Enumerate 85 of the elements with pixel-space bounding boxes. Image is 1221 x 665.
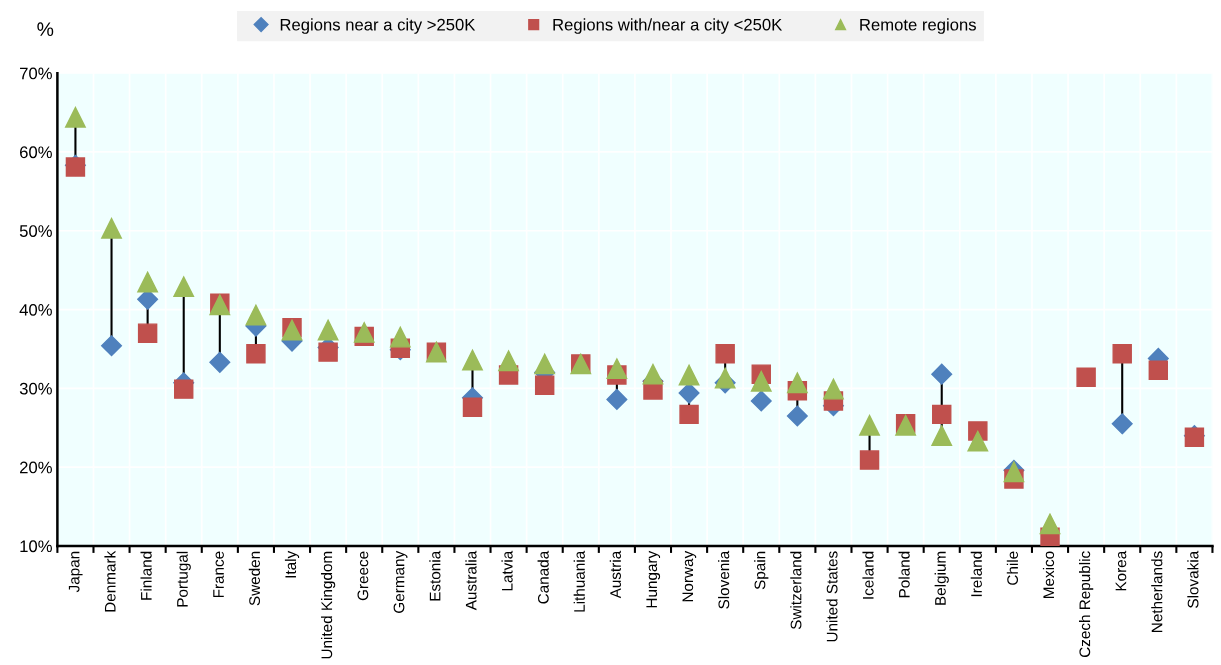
point — [246, 343, 266, 364]
point — [679, 404, 699, 425]
y-tick-label: 50% — [19, 225, 52, 237]
point — [859, 414, 880, 436]
x-tick-label: Ireland — [970, 551, 982, 597]
y-tick-label: 60% — [20, 146, 52, 159]
x-tick-label: Latvia — [501, 550, 513, 591]
x-tick-label: Estonia — [429, 550, 441, 601]
x-tick-label: Italy — [284, 550, 300, 578]
x-tick-label: Denmark — [104, 550, 116, 612]
point — [173, 276, 195, 298]
point — [534, 375, 555, 395]
point — [137, 323, 158, 343]
x-tick-label: Greece — [357, 551, 369, 601]
x-tick-label: Germany — [393, 550, 408, 613]
point — [534, 353, 556, 375]
legend-label: Regions with/near a city <250K — [553, 18, 783, 34]
legend-label: Regions near a city >250K — [280, 18, 476, 34]
point — [1148, 360, 1169, 380]
point — [353, 321, 375, 343]
point — [101, 217, 122, 239]
point — [1039, 513, 1061, 535]
point — [462, 349, 483, 371]
x-tick-label: Portugal — [176, 551, 191, 607]
point — [101, 335, 123, 357]
point — [786, 372, 808, 394]
x-tick-label: Hungary — [646, 550, 661, 608]
point — [462, 397, 483, 417]
x-tick-label: Lithuania — [573, 550, 585, 612]
point — [823, 378, 844, 400]
x-tick-label: Netherlands — [1151, 551, 1163, 632]
y-tick-label: 70% — [20, 67, 52, 80]
point — [859, 450, 880, 470]
x-tick-label: Korea — [1115, 550, 1127, 591]
x-tick-label: Czech Republic — [1079, 551, 1094, 658]
point — [1076, 367, 1096, 388]
point — [642, 363, 664, 385]
x-tick-label: Chile — [1006, 551, 1019, 585]
y-axis-title: % — [37, 22, 54, 36]
x-tick-label: Australia — [465, 550, 477, 611]
x-tick-label: Sweden — [248, 551, 261, 606]
x-tick-label: Iceland — [862, 551, 874, 599]
x-tick-label: United Kingdom — [320, 551, 336, 659]
point — [173, 379, 194, 399]
point — [317, 319, 339, 341]
x-tick-label: Poland — [898, 551, 910, 598]
point — [786, 405, 808, 427]
x-tick-label: Spain — [754, 551, 769, 590]
point — [714, 367, 736, 389]
x-tick-label: Japan — [68, 551, 83, 593]
point — [750, 370, 772, 392]
point — [1112, 343, 1132, 364]
point — [678, 382, 700, 404]
x-tick-label: Switzerland — [790, 551, 802, 630]
x-tick-label: Slovenia — [718, 550, 730, 609]
x-tick-label: Mexico — [1042, 551, 1055, 598]
point — [606, 388, 628, 410]
point — [715, 343, 735, 364]
x-tick-label: Slovakia — [1187, 550, 1199, 608]
point — [931, 425, 953, 447]
point — [1111, 413, 1133, 435]
y-tick-label: 40% — [19, 303, 52, 316]
x-tick-label: France — [213, 551, 224, 598]
point — [931, 363, 953, 385]
point — [678, 364, 700, 386]
point — [750, 390, 772, 412]
point — [65, 106, 86, 128]
point — [498, 350, 520, 372]
x-tick-label: Canada — [537, 550, 549, 604]
x-tick-label: Norway — [682, 550, 697, 602]
x-tick-label: United States — [826, 551, 838, 642]
point — [245, 304, 267, 326]
y-tick-label: 10% — [20, 540, 52, 553]
y-tick-label: 20% — [20, 461, 52, 474]
point — [932, 404, 952, 425]
x-tick-label: Finland — [140, 551, 152, 600]
point — [389, 326, 411, 348]
x-tick-label: Belgium — [934, 551, 949, 605]
point — [967, 430, 989, 452]
point — [209, 351, 231, 373]
x-tick-label: Austria — [609, 550, 621, 599]
y-tick-label: 30% — [19, 382, 52, 395]
legend-label: Remote regions — [860, 18, 976, 34]
point — [137, 271, 159, 293]
point — [606, 358, 628, 380]
